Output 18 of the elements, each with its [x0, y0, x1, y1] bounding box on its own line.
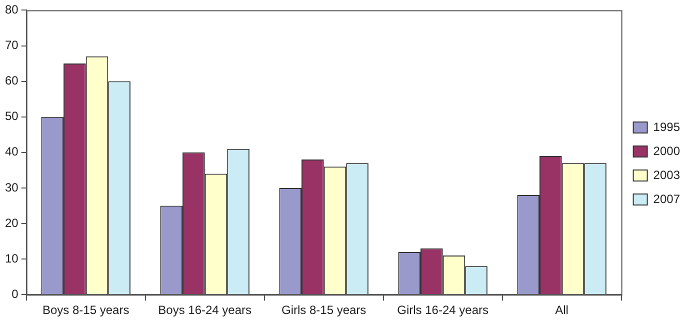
y-tick-label: 60: [4, 74, 19, 88]
x-tick-label: Girls 8-15 years: [281, 303, 366, 318]
y-tick-label: 80: [4, 2, 19, 17]
legend-label: 2000: [653, 144, 680, 158]
x-tick-label: Girls 16-24 years: [397, 303, 489, 318]
y-tick-label: 0: [12, 286, 19, 301]
legend-label: 2003: [653, 168, 680, 182]
y-tick-label: 20: [4, 216, 19, 230]
x-tick-label: All: [555, 303, 568, 318]
y-tick-label: 70: [4, 38, 19, 52]
y-tick-label: 30: [4, 180, 19, 194]
x-tick-label: Boys 8-15 years: [42, 303, 130, 318]
legend-label: 2007: [653, 192, 680, 206]
y-tick-label: 50: [4, 109, 19, 124]
x-tick-label: Boys 16-24 years: [158, 303, 252, 318]
y-tick-label: 10: [4, 251, 19, 266]
legend-label: 1995: [653, 120, 680, 134]
y-tick-label: 40: [4, 144, 19, 159]
